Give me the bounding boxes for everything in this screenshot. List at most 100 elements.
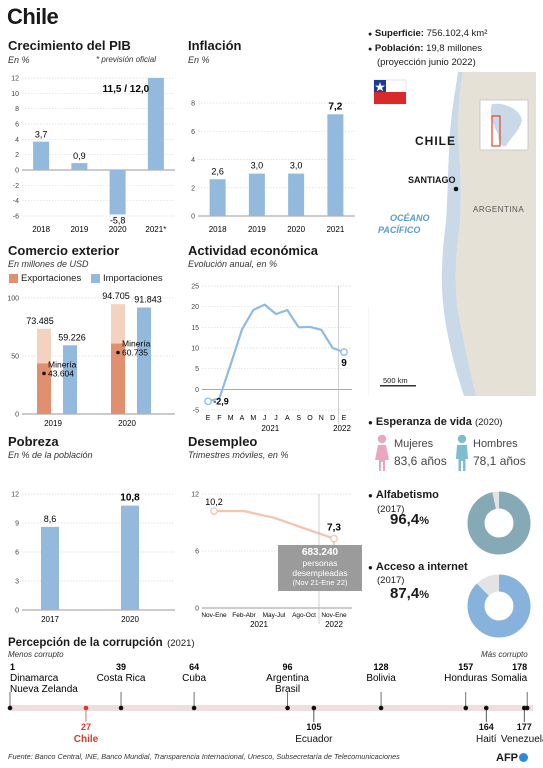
desempleo-point xyxy=(210,507,218,515)
desempleo-point xyxy=(330,534,338,543)
pobreza-chart: 0 3 6 9 12 8,6 2017 10,8 2020 xyxy=(11,492,175,624)
corrupcion-bottom-name: Ecuador xyxy=(295,734,333,745)
poblacion-value: 19,8 millones xyxy=(426,43,483,54)
pobreza-bar xyxy=(41,526,59,610)
desempleo-last-label: 7,3 xyxy=(327,523,341,534)
actividad-x-tick: D xyxy=(330,415,335,422)
inflacion-bar xyxy=(248,173,265,216)
corrupcion-top-marker xyxy=(118,705,124,711)
inflacion-value-label: 3,0 xyxy=(290,161,303,171)
actividad-tick-label: 15 xyxy=(191,325,199,332)
hombres-value: 78,1 años xyxy=(473,454,526,468)
comercio-export-label: 73.485 xyxy=(26,316,54,326)
inset-highlight xyxy=(491,115,501,147)
corrupcion-bottom-marker xyxy=(521,705,527,711)
actividad-tick-label: 10 xyxy=(191,346,199,353)
pib-bar xyxy=(33,141,50,170)
inflacion-value-label: 7,2 xyxy=(328,101,342,112)
esperanza-year: (2020) xyxy=(474,417,503,428)
desempleo-annotation-text: personas desempleadas xyxy=(292,558,348,578)
actividad-line xyxy=(207,303,345,403)
corrupcion-top-name: Brasil xyxy=(275,684,300,695)
pobreza-title: Pobreza xyxy=(8,434,59,449)
comercio-mineria-value: 43.604 xyxy=(48,368,74,378)
comercio-mineria-title: Minería xyxy=(122,339,151,349)
comercio-mineria-value: 60.735 xyxy=(122,348,148,358)
comercio-subtitle: En millones de USD xyxy=(8,259,89,269)
pib-tick-label: -4 xyxy=(13,198,19,205)
actividad-x-tick: M xyxy=(250,415,256,422)
internet-donut xyxy=(467,574,531,638)
actividad-x-tick: N xyxy=(319,415,324,422)
internet-title: Acceso a internet xyxy=(375,561,468,573)
alfabetismo-title: Alfabetismo xyxy=(375,489,439,501)
pib-tick-label: 6 xyxy=(15,122,19,129)
map-svg xyxy=(368,72,536,396)
scale-bar xyxy=(380,385,416,387)
chile-flag-icon xyxy=(373,79,407,105)
desempleo-x-tick: May-Jul xyxy=(263,612,286,619)
comercio-mineria-marker xyxy=(116,350,120,355)
pobreza-tick-label: 6 xyxy=(15,550,19,557)
pib-category-label: 2018 xyxy=(32,225,50,234)
inflacion-title: Inflación xyxy=(188,38,242,53)
desempleo-x-tick: Nov-Ene xyxy=(321,612,347,619)
pib-category-label: 2020 xyxy=(109,225,127,234)
actividad-x-tick: A xyxy=(285,415,290,422)
alfabetismo-donut xyxy=(467,491,531,555)
pib-tick-label: 0 xyxy=(15,168,19,175)
bullet-icon: ● xyxy=(368,563,373,572)
actividad-tick-label: 5 xyxy=(195,366,199,373)
corrupcion-bottom-rank: 177 xyxy=(517,722,532,732)
actividad-title: Actividad económica xyxy=(188,243,319,258)
comercio-tick-label: 50 xyxy=(11,354,19,361)
legend-export-label: Exportaciones xyxy=(21,273,82,284)
pobreza-tick-label: 3 xyxy=(15,579,19,586)
pib-category-label: 2021* xyxy=(145,225,166,234)
pobreza-tick-label: 0 xyxy=(15,608,19,615)
pib-note: * previsión oficial xyxy=(96,55,157,64)
afp-logo-text: AFP xyxy=(496,752,518,764)
capital-marker xyxy=(453,186,459,192)
corrupcion-bottom-rank: 164 xyxy=(479,722,494,732)
actividad-tick-label: 25 xyxy=(191,284,199,291)
pib-tick-label: -2 xyxy=(13,183,19,190)
inflacion-category-label: 2021 xyxy=(326,225,344,234)
pib-tick-label: 4 xyxy=(15,137,19,144)
inflacion-category-label: 2019 xyxy=(248,225,266,234)
comercio-mineria-title: Minería xyxy=(48,359,77,369)
actividad-point xyxy=(340,348,348,356)
map-neighbor-label: ARGENTINA xyxy=(473,205,525,214)
woman-icon xyxy=(375,434,389,471)
corrupcion-bottom-rank: 105 xyxy=(306,722,321,732)
actividad-subtitle: Evolución anual, en % xyxy=(188,259,278,269)
comercio-import-label: 59.226 xyxy=(58,332,86,342)
poblacion-note: (proyección junio 2022) xyxy=(377,57,476,68)
internet-row: ● Acceso a internet xyxy=(368,561,468,573)
pobreza-subtitle: En % de la población xyxy=(8,450,93,460)
actividad-tick-label: -5 xyxy=(193,408,199,415)
corrupcion-bottom-marker xyxy=(83,705,89,711)
comercio-category-label: 2020 xyxy=(118,419,136,428)
inset-south-america xyxy=(490,103,522,147)
corrupcion-top-name: Costa Rica xyxy=(97,673,146,684)
map-ocean-label-1: OCÉANO xyxy=(390,213,430,223)
hombres-label: Hombres xyxy=(473,438,518,450)
desempleo-tick-label: 12 xyxy=(191,492,199,499)
desempleo-x-tick: Ago-Oct xyxy=(292,612,316,619)
internet-value-row: 87,4% xyxy=(390,585,429,603)
argentina-region xyxy=(455,72,536,396)
actividad-last-label: 9 xyxy=(341,358,347,369)
desempleo-x-tick: Feb-Abr xyxy=(232,612,256,619)
desempleo-group-label: 2022 xyxy=(325,620,343,629)
pib-tick-label: 12 xyxy=(11,76,19,83)
corrupcion-year: (2021) xyxy=(167,638,195,649)
actividad-x-tick: E xyxy=(342,415,347,422)
desempleo-first-label: 10,2 xyxy=(205,497,223,507)
pib-value-label: 11,5 / 12,0 xyxy=(103,84,150,95)
legend-export-swatch xyxy=(9,274,18,283)
corrupcion-top-rank: 64 xyxy=(189,662,199,672)
corrupcion-top-rank: 157 xyxy=(458,662,473,672)
corrupcion-bottom-rank: 27 xyxy=(81,722,91,732)
